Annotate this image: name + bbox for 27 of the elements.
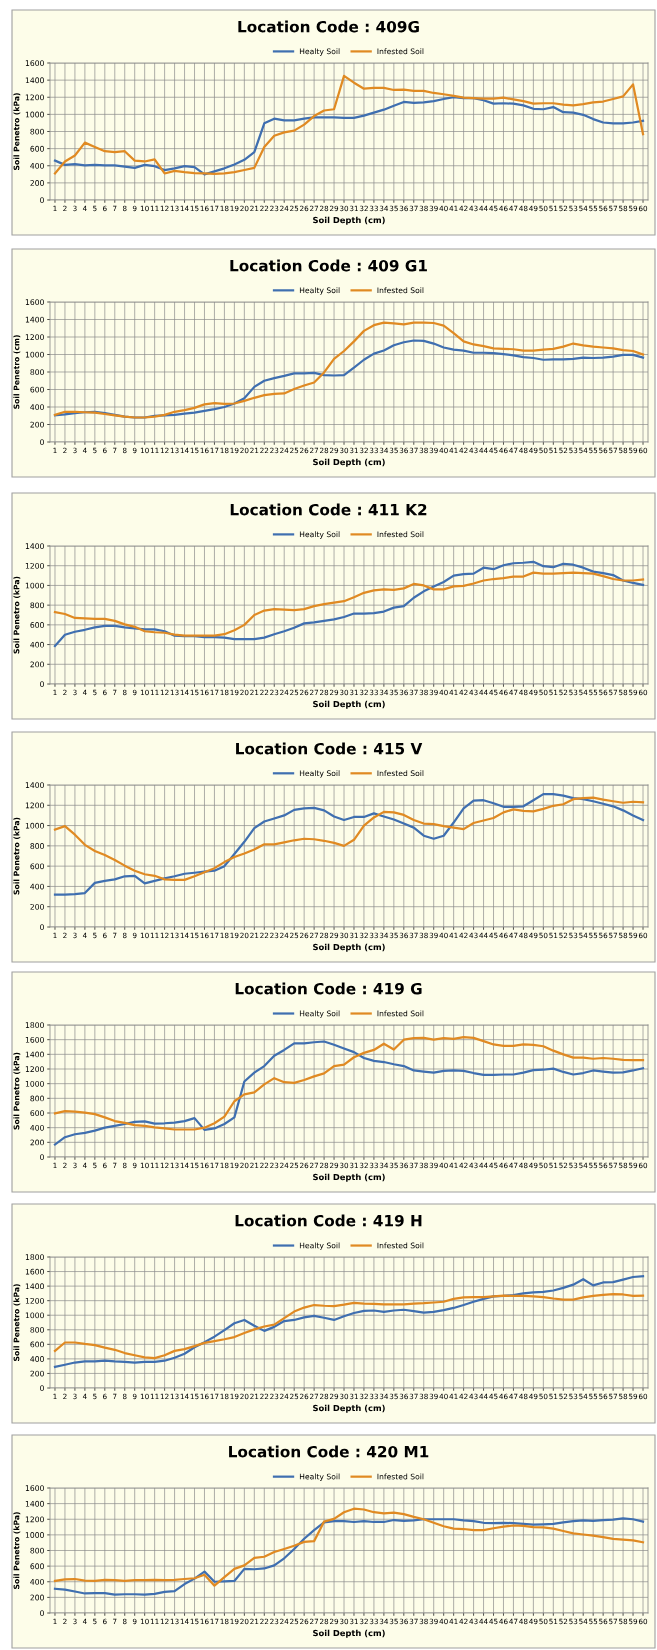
line-series xyxy=(53,560,645,648)
chart-title: Location Code : 409 G1 xyxy=(230,259,427,272)
line-series xyxy=(53,96,645,176)
line-series xyxy=(53,74,645,175)
line-series xyxy=(53,1035,645,1131)
chart-title: Location Code : 411 K2 xyxy=(230,503,427,516)
line-series xyxy=(53,793,645,896)
line-series xyxy=(53,1507,645,1587)
line-series xyxy=(53,796,645,881)
x-axis-title: Soil Depth (cm) xyxy=(313,458,385,467)
x-axis-title: Soil Depth (cm) xyxy=(313,1404,385,1413)
x-axis-title: Soil Depth (cm) xyxy=(313,1173,385,1182)
line-series xyxy=(53,1040,645,1146)
chart-title: Location Code : 419 H xyxy=(235,1214,422,1227)
line-series xyxy=(53,1517,645,1596)
x-axis-title: Soil Depth (cm) xyxy=(313,216,385,225)
line-series xyxy=(53,1293,645,1360)
chart-title: Location Code : 415 V xyxy=(236,742,423,755)
line-series xyxy=(53,571,645,637)
line-series xyxy=(53,1275,645,1368)
x-axis-title: Soil Depth (cm) xyxy=(313,943,385,952)
chart-title: Location Code : 420 M1 xyxy=(229,1445,429,1458)
x-axis-title: Soil Depth (cm) xyxy=(313,700,385,709)
line-series xyxy=(53,321,645,419)
chart-title: Location Code : 409G xyxy=(238,20,419,33)
chart-title: Location Code : 419 G xyxy=(235,982,422,995)
x-axis-title: Soil Depth (cm) xyxy=(313,1629,385,1638)
